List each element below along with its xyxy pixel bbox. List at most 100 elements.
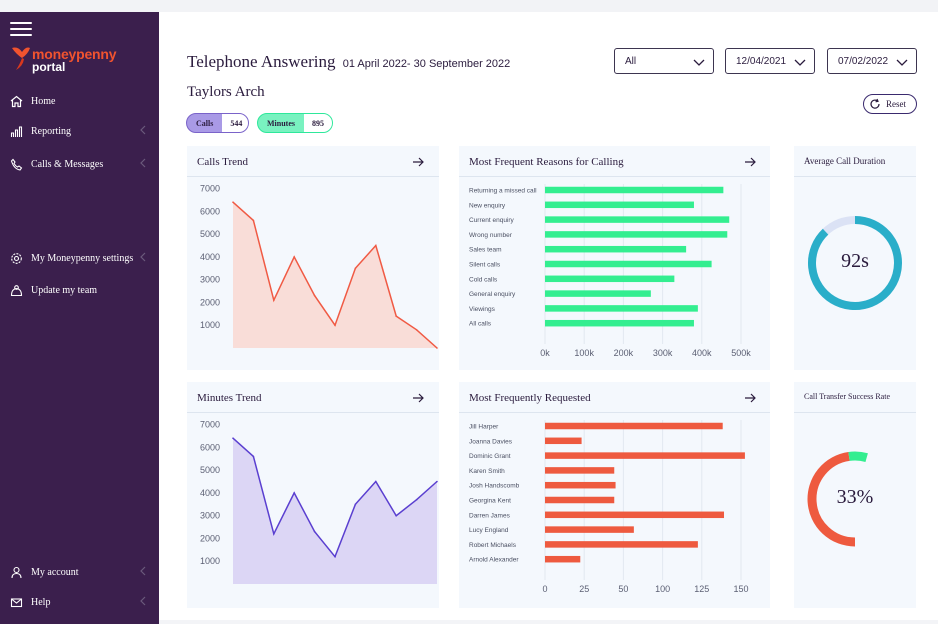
- minutes-trend-point: [313, 530, 316, 533]
- reasons-category-label: Returning a missed call: [469, 188, 537, 195]
- reasons-bar: [545, 245, 687, 253]
- minutes-trend-chart: 7000 6000 5000 4000 3000 2000 1000: [200, 420, 438, 584]
- transfer-rate-gauge: [807, 451, 868, 547]
- date-from-select[interactable]: 12/04/2021: [725, 48, 815, 74]
- chevron-down-icon: [794, 59, 806, 66]
- reasons-x-tick: 100k: [574, 348, 594, 358]
- calls-badge[interactable]: Calls 544: [186, 113, 249, 133]
- calls-trend-y-tick: 1000: [200, 320, 220, 330]
- avg-duration-gauge: [808, 216, 902, 310]
- requested-category-label: Robert Michaels: [469, 542, 517, 549]
- requested-category-label: Josh Handscomb: [469, 483, 520, 490]
- reasons-bar: [545, 216, 730, 223]
- sidebar-item-label: Calls & Messages: [31, 158, 104, 170]
- sidebar-item-label: Home: [31, 95, 56, 107]
- chevron-down-icon: [896, 59, 908, 66]
- menu-icon[interactable]: [10, 22, 32, 38]
- calls-trend-title: Calls Trend: [197, 156, 249, 168]
- minutes-trend-point: [415, 498, 418, 501]
- arrow-right-icon[interactable]: [743, 391, 757, 405]
- sidebar-item-update-team[interactable]: Update my team: [0, 279, 159, 301]
- sidebar-item-help[interactable]: Help: [0, 591, 159, 613]
- logo-text-brand: moneypenny: [32, 46, 117, 62]
- requested-category-label: Dominic Grant: [469, 453, 511, 460]
- reasons-category-label: General enquiry: [469, 291, 516, 298]
- requested-bar: [545, 452, 745, 459]
- date-range: 01 April 2022- 30 September 2022: [342, 58, 511, 70]
- minutes-trend-point: [354, 503, 357, 506]
- page-title: Telephone Answering 01 April 2022- 30 Se…: [187, 52, 510, 72]
- minutes-trend-point: [436, 480, 438, 483]
- calls-trend-area: [233, 202, 437, 348]
- calls-trend-point: [293, 256, 295, 258]
- reset-button[interactable]: Reset: [863, 94, 917, 114]
- minutes-trend-card: Minutes Trend 7000 6000 5000 4000 3000 2000 10…: [187, 382, 439, 608]
- logo[interactable]: moneypenny portal: [10, 44, 140, 74]
- transfer-rate-fail-arc: [807, 451, 856, 547]
- calls-trend-point: [252, 219, 255, 222]
- calls-badge-label: Calls: [196, 118, 214, 128]
- minutes-trend-point: [232, 437, 234, 440]
- sidebar-item-settings[interactable]: My Moneypenny settings: [0, 247, 159, 269]
- reasons-category-label: Sales team: [469, 247, 502, 254]
- calls-trend-y-tick: 5000: [200, 229, 220, 239]
- reasons-category-label: Viewings: [469, 306, 496, 313]
- calls-trend-point: [232, 201, 234, 204]
- calls-trend-point: [436, 347, 438, 349]
- reasons-title: Most Frequent Reasons for Calling: [469, 156, 624, 168]
- reasons-bar: [545, 319, 694, 327]
- requested-bar: [545, 496, 615, 504]
- minutes-trend-y-tick: 1000: [200, 556, 220, 566]
- requested-category-label: Joanna Davies: [469, 438, 513, 445]
- minutes-badge[interactable]: Minutes 895: [257, 113, 333, 133]
- minutes-trend-point: [273, 533, 275, 535]
- requested-category-label: Georgina Kent: [469, 498, 511, 505]
- arrow-right-icon[interactable]: [743, 155, 757, 169]
- chevron-left-icon: [140, 158, 146, 168]
- minutes-trend-point: [395, 514, 397, 517]
- arrow-right-icon[interactable]: [411, 391, 425, 405]
- transfer-rate-title: Call Transfer Success Rate: [804, 392, 890, 401]
- sidebar-item-reporting[interactable]: Reporting: [0, 120, 159, 142]
- calls-trend-point: [375, 244, 377, 247]
- reasons-x-tick: 400k: [692, 348, 712, 358]
- minutes-trend-y-tick: 7000: [200, 420, 220, 430]
- requested-card: Most Frequently Requested 0 25 50 100 125 150…: [459, 382, 770, 608]
- arrow-right-icon[interactable]: [411, 155, 425, 169]
- calls-trend-card: Calls Trend 7000 6000 5000 4000 3000 2000 1000: [187, 146, 439, 370]
- minutes-trend-point: [334, 555, 336, 558]
- sidebar-item-calls-messages[interactable]: Calls & Messages: [0, 153, 159, 175]
- transfer-rate-success-arc: [848, 451, 868, 463]
- sidebar-item-label: Reporting: [31, 125, 71, 137]
- requested-bar: [545, 467, 615, 474]
- reasons-x-tick: 500k: [731, 348, 751, 358]
- avg-duration-card: Average Call Duration 92s: [794, 146, 916, 370]
- calls-trend-y-tick: 6000: [200, 206, 220, 216]
- reasons-category-label: All calls: [469, 321, 492, 328]
- reasons-bar: [545, 231, 728, 238]
- sidebar-item-label: My Moneypenny settings: [31, 252, 134, 264]
- sidebar-item-my-account[interactable]: My account: [0, 561, 159, 583]
- calls-trend-y-tick: 2000: [200, 297, 220, 307]
- chevron-left-icon: [140, 566, 146, 576]
- chevron-left-icon: [140, 125, 146, 135]
- phone-icon: [9, 157, 23, 171]
- card-divider: [794, 176, 916, 177]
- card-divider: [187, 176, 439, 177]
- reasons-card: Most Frequent Reasons for Calling 0k 100k…: [459, 146, 770, 370]
- calls-trend-point: [313, 294, 316, 297]
- site-name: Taylors Arch: [187, 84, 265, 100]
- calls-trend-chart: 7000 6000 5000 4000 3000 2000 1000: [200, 184, 438, 349]
- minutes-trend-y-tick: 6000: [200, 442, 220, 452]
- chevron-down-icon: [693, 59, 705, 66]
- reasons-bar: [545, 260, 712, 268]
- main-content: Telephone Answering 01 April 2022- 30 Se…: [159, 12, 938, 620]
- date-to-select[interactable]: 07/02/2022: [827, 48, 917, 74]
- date-to-value: 07/02/2022: [838, 55, 889, 67]
- type-select[interactable]: All: [614, 48, 714, 74]
- requested-x-tick: 50: [618, 584, 628, 594]
- sidebar-item-home[interactable]: Home: [0, 90, 159, 112]
- refresh-icon: [870, 98, 880, 109]
- card-divider: [459, 412, 770, 413]
- reasons-category-label: Cold calls: [469, 276, 498, 283]
